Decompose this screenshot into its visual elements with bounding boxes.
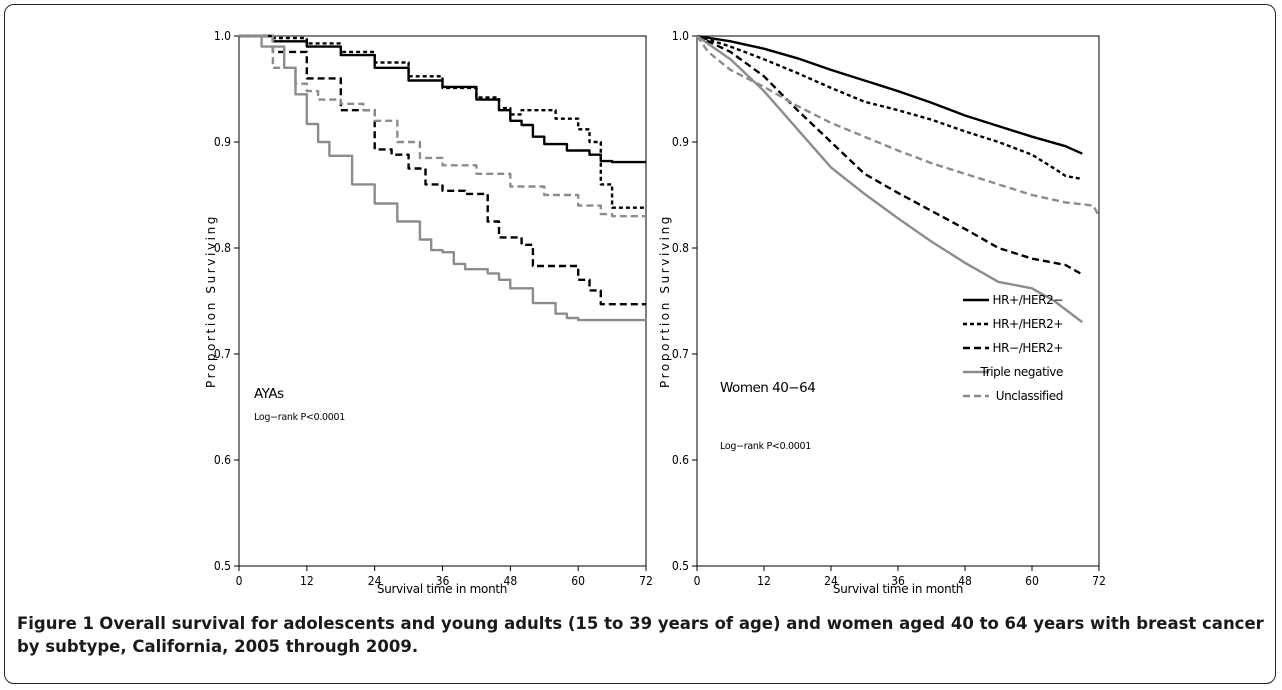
series-line-triple-negative — [696, 35, 1084, 324]
y-axis-label: Proportion Surviving — [658, 214, 672, 388]
series-line-hr-her- — [239, 34, 646, 306]
y-tick-label: 0.5 — [672, 559, 689, 573]
caption-label: Figure 1 — [17, 614, 95, 633]
y-tick-label: 0.7 — [214, 347, 231, 361]
figure-frame: 0 12 24 36 48 60 72 0.5 0.6 0.7 0.8 0.9 1.0 AYAs Log… — [4, 4, 1276, 684]
y-tick-label: 0.9 — [672, 135, 689, 149]
x-tick-label: 48 — [503, 574, 517, 588]
legend-label: Unclassified — [996, 389, 1063, 403]
y-tick-label: 1.0 — [672, 29, 689, 43]
y-tick-label: 0.8 — [214, 241, 231, 255]
y-tick-label: 1.0 — [214, 29, 231, 43]
log-rank-annotation: Log−rank P<0.0001 — [720, 441, 811, 452]
x-axis-label: Survival time in month — [833, 582, 963, 596]
x-tick-label: 36 — [436, 574, 450, 588]
figure-caption: Figure 1 Overall survival for adolescent… — [17, 612, 1269, 658]
series-line-hr-her- — [239, 34, 646, 164]
chart-panel-ayas: 0 12 24 36 48 60 72 0.5 0.6 0.7 0.8 0.9 1.0 AYAs Log… — [204, 29, 653, 596]
legend-label: HR+/HER2− — [993, 293, 1064, 307]
x-axis-label: Survival time in month — [377, 582, 507, 596]
x-tick-label: 60 — [571, 574, 585, 588]
series-line-triple-negative — [239, 34, 646, 322]
log-rank-annotation: Log−rank P<0.0001 — [254, 412, 345, 423]
plot-frame — [238, 35, 647, 567]
x-tick-label: 0 — [236, 574, 243, 588]
y-tick-label: 0.6 — [214, 453, 231, 467]
series-line-hr-her- — [696, 34, 1083, 155]
y-axis-label: Proportion Surviving — [204, 214, 218, 388]
panel-label: AYAs — [254, 386, 284, 402]
series-line-hr-her- — [696, 34, 1083, 276]
x-tick-label: 60 — [1025, 574, 1039, 588]
x-tick-label: 48 — [958, 574, 972, 588]
series-line-unclassified — [696, 35, 1101, 217]
series-line-hr-her- — [239, 34, 646, 209]
chart-panel-women-40-64: 0 12 24 36 48 60 72 0.5 0.6 0.7 0.8 0.9 1.0 Women 40… — [658, 29, 1106, 596]
y-tick-label: 0.7 — [672, 347, 689, 361]
legend-label: Triple negative — [980, 365, 1063, 379]
x-tick-label: 36 — [891, 574, 905, 588]
series-line-unclassified — [239, 34, 646, 218]
x-tick-label: 12 — [300, 574, 314, 588]
panel-label: Women 40−64 — [720, 380, 815, 396]
y-tick-label: 0.6 — [672, 453, 689, 467]
y-tick-label: 0.5 — [214, 559, 231, 573]
legend: HR+/HER2− HR+/HER2+ HR−/HER2+ Triple neg… — [963, 293, 1063, 403]
x-tick-label: 24 — [368, 574, 382, 588]
x-tick-label: 12 — [757, 574, 771, 588]
series-line-hr-her- — [696, 34, 1083, 181]
x-tick-label: 24 — [824, 574, 838, 588]
x-tick-label: 72 — [1092, 574, 1106, 588]
x-tick-label: 0 — [694, 574, 701, 588]
y-tick-label: 0.9 — [214, 135, 231, 149]
legend-label: HR−/HER2+ — [993, 341, 1064, 355]
caption-text: Overall survival for adolescents and you… — [17, 614, 1264, 656]
legend-label: HR+/HER2+ — [993, 317, 1064, 331]
figure-plots: 0 12 24 36 48 60 72 0.5 0.6 0.7 0.8 0.9 1.0 AYAs Log… — [204, 29, 1106, 596]
y-tick-label: 0.8 — [672, 241, 689, 255]
x-tick-label: 72 — [639, 574, 653, 588]
